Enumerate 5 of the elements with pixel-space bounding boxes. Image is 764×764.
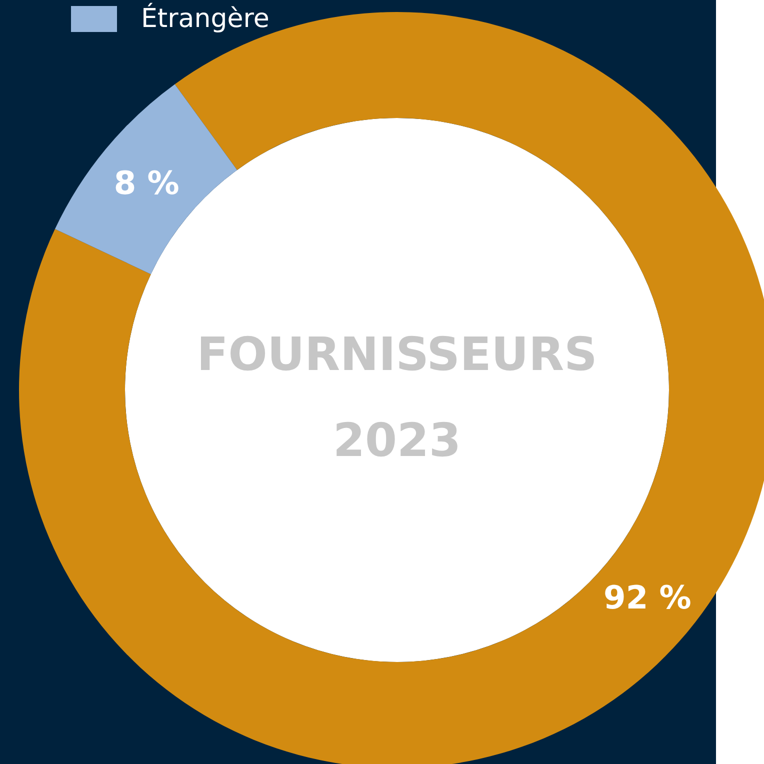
text: 2023 (332, 413, 462, 467)
legend-label: Étrangère (141, 2, 270, 34)
data-label: 92 % (604, 578, 692, 616)
data-label: 8 % (114, 164, 180, 202)
text: FOURNISSEURS (196, 327, 598, 381)
